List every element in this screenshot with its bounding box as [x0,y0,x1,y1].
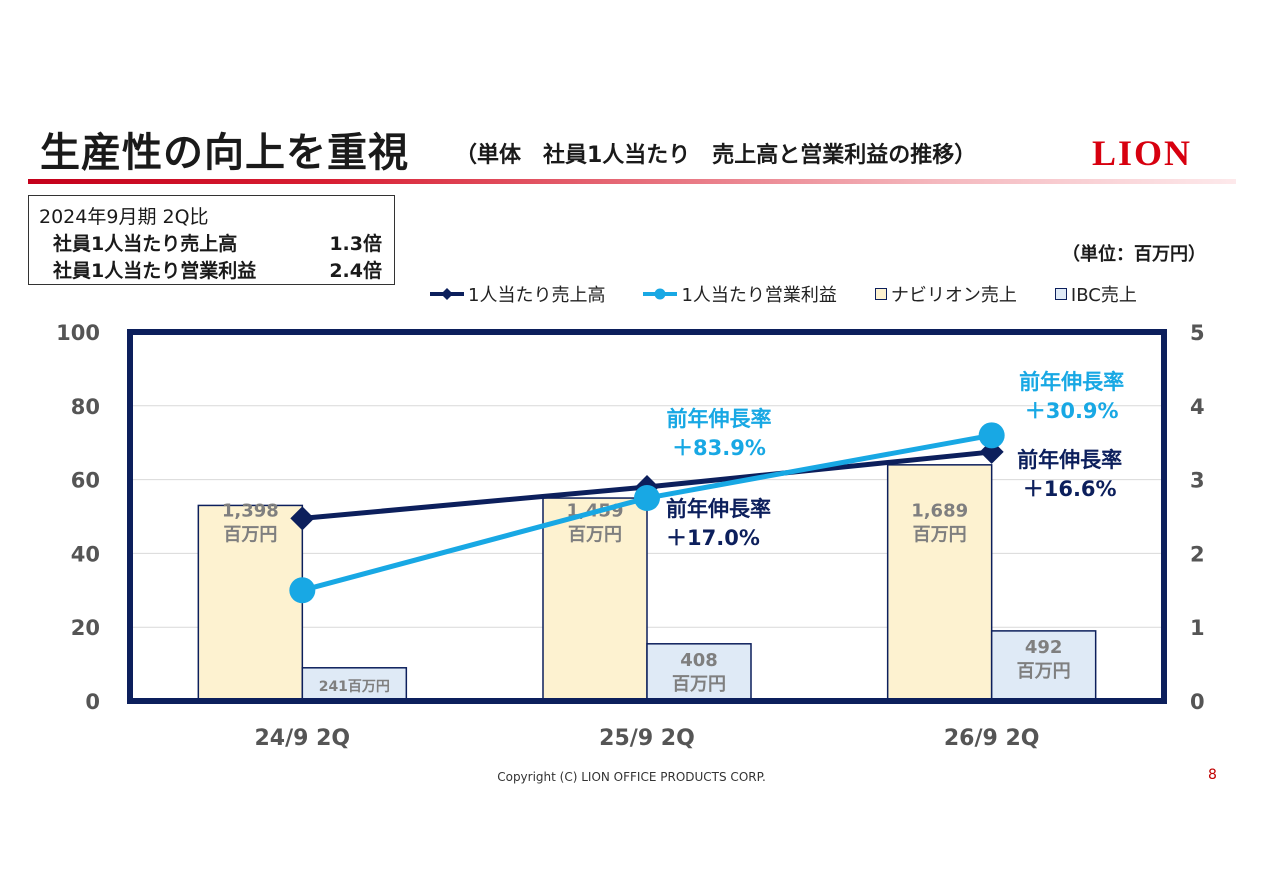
x-tick-label: 26/9 2Q [944,726,1040,751]
summary-row-label: 社員1人当たり営業利益 [53,260,257,282]
bar [542,497,648,702]
bar-data-label: 百万円 [1017,661,1071,682]
legend-item: 1人当たり売上高 [430,281,605,307]
y-left-tick-label: 60 [71,469,100,493]
y-left-tick-label: 40 [71,542,100,566]
summary-box: 2024年9月期 2Q比 社員1人当たり売上高 1.3倍 社員1人当たり営業利益… [28,195,395,285]
y-right-tick-label: 2 [1190,542,1205,566]
chart-legend: 1人当たり売上高 1人当たり営業利益 ナビリオン売上 IBC売上 [430,282,1137,306]
title-divider [28,179,1236,184]
growth-annotation: ＋83.9% [672,436,766,460]
growth-annotation: 前年伸長率 [666,497,771,521]
legend-item: IBC売上 [1054,281,1137,307]
x-tick-label: 24/9 2Q [255,726,351,751]
plot-frame [127,329,1167,704]
summary-row-label: 社員1人当たり売上高 [53,233,238,255]
page-subtitle: （単体 社員1人当たり 売上高と営業利益の推移） [455,143,977,168]
summary-heading: 2024年9月期 2Q比 [39,206,209,228]
growth-annotation: ＋30.9% [1025,399,1119,423]
unit-label: （単位：百万円） [1062,244,1206,265]
bar-data-label: 百万円 [672,674,726,695]
diamond-line-icon [430,288,464,300]
y-right-tick-label: 3 [1190,469,1205,493]
bar-data-label: 百万円 [913,525,967,546]
y-right-tick-label: 0 [1190,690,1205,714]
summary-row-value: 2.4倍 [329,260,382,282]
bar-data-label: 1,398 [222,501,279,522]
x-tick-label: 25/9 2Q [599,726,695,751]
legend-label: 1人当たり営業利益 [681,285,837,306]
growth-annotation: 前年伸長率 [667,407,772,431]
y-left-tick-label: 80 [71,395,100,419]
y-right-tick-label: 4 [1190,395,1205,419]
growth-annotation: ＋16.6% [1023,477,1117,501]
legend-label: IBC売上 [1070,285,1137,306]
line-marker-diamond [290,506,315,531]
lightblue-square-icon [1054,288,1067,300]
growth-annotation: ＋17.0% [666,526,760,550]
y-left-tick-label: 100 [56,321,100,345]
lion-logo: LION [1092,133,1193,173]
summary-row-value: 1.3倍 [329,233,382,255]
legend-label: 1人当たり売上高 [468,285,606,306]
bar-data-label: 241百万円 [319,679,390,695]
bar-data-label: 408 [680,650,718,671]
legend-item: 1人当たり営業利益 [643,281,837,307]
bar [886,464,993,702]
page-title: 生産性の向上を重視 [40,130,409,176]
bar [301,667,408,702]
y-left-tick-label: 20 [71,616,100,640]
bar-data-label: 1,689 [911,501,968,522]
legend-label: ナビリオン売上 [890,285,1017,306]
legend-item: ナビリオン売上 [874,281,1017,307]
bar [990,630,1097,702]
y-right-tick-label: 5 [1190,321,1205,345]
growth-annotation: 前年伸長率 [1017,448,1122,472]
cream-square-icon [874,288,887,300]
bar-data-label: 492 [1025,637,1063,658]
bar-data-label: 百万円 [223,525,277,546]
y-right-tick-label: 1 [1190,616,1205,640]
summary-row: 社員1人当たり営業利益 2.4倍 [39,256,384,283]
line-marker-circle [978,422,1005,449]
summary-row: 社員1人当たり売上高 1.3倍 [39,229,384,256]
line-marker-circle [634,485,660,512]
bar-data-label: 百万円 [568,525,622,546]
growth-annotation: 前年伸長率 [1019,370,1124,394]
line-marker-circle [289,577,316,604]
y-left-tick-label: 0 [85,690,100,714]
circle-line-icon [643,288,678,300]
bar [197,504,304,702]
bar [646,643,752,702]
page-number: 8 [1208,767,1217,783]
copyright-text: Copyright (C) LION OFFICE PRODUCTS CORP. [497,770,766,784]
